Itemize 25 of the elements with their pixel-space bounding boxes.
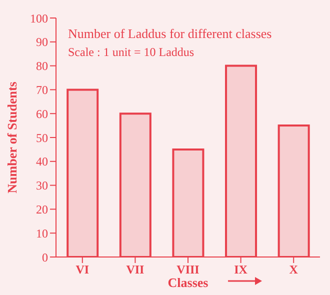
x-axis-title: Classes <box>168 275 208 290</box>
y-tick-label: 80 <box>36 59 48 74</box>
bar <box>66 88 99 257</box>
x-tick-label: IX <box>234 262 248 277</box>
y-tick-label: 30 <box>36 178 48 193</box>
text: Number of Laddus for different classes <box>68 26 272 41</box>
y-tick-label: 100 <box>30 11 48 26</box>
y-tick-label: 60 <box>36 106 48 121</box>
x-tick-label: VI <box>76 262 90 277</box>
y-tick-label: 0 <box>42 250 48 264</box>
y-axis-title: Number of Students <box>4 82 20 194</box>
text: Scale : 1 unit = 10 Laddus <box>68 45 194 59</box>
x-tick-label: VIII <box>176 262 200 277</box>
y-tick-label: 40 <box>36 154 48 169</box>
y-tick-label: 50 <box>36 130 48 145</box>
y-tick-label: 90 <box>36 35 48 50</box>
bar <box>278 124 310 257</box>
bar <box>172 148 204 257</box>
y-tick-label: 20 <box>36 202 48 216</box>
bar <box>119 112 152 257</box>
bar <box>225 64 258 257</box>
x-tick-label: X <box>289 262 298 277</box>
y-tick-label: 10 <box>36 226 48 240</box>
x-tick-label: VII <box>126 262 145 277</box>
y-tick-label: 70 <box>36 82 48 97</box>
